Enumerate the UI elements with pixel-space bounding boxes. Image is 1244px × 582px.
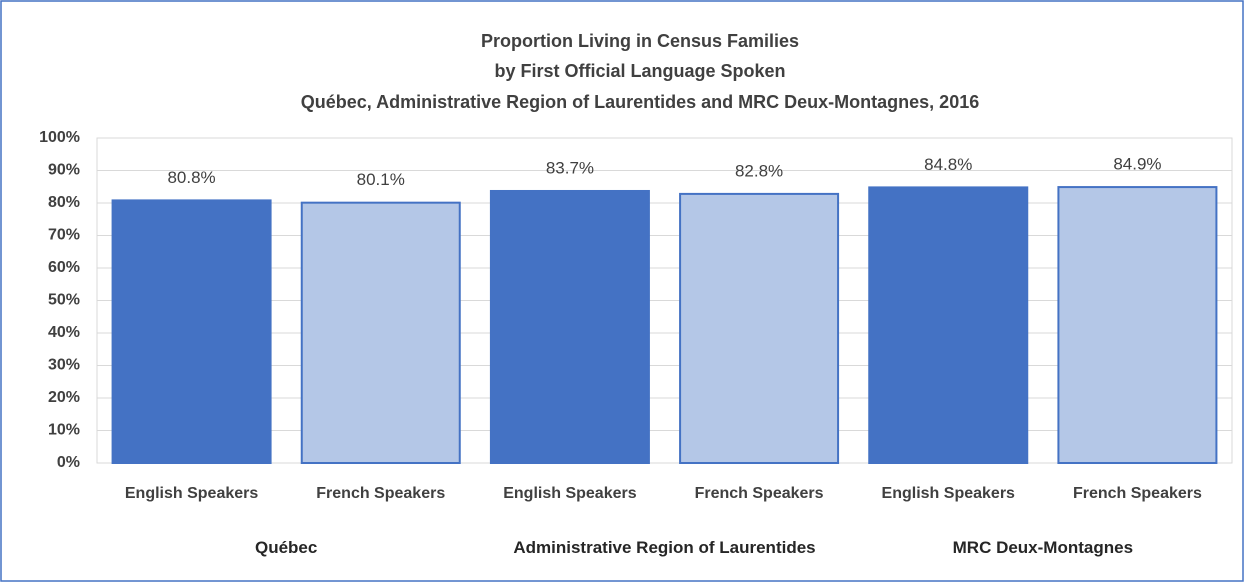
- y-tick-label: 100%: [39, 129, 80, 146]
- y-tick-label: 0%: [57, 454, 80, 471]
- y-tick-label: 90%: [48, 162, 80, 179]
- value-label: 80.8%: [167, 168, 215, 187]
- y-tick-label: 30%: [48, 357, 80, 374]
- chart-title: Québec, Administrative Region of Laurent…: [301, 92, 979, 112]
- value-label: 82.8%: [735, 161, 783, 180]
- x-tick-label: English Speakers: [503, 485, 636, 502]
- bar: [1057, 186, 1218, 464]
- x-tick-label: English Speakers: [125, 485, 258, 502]
- bar: [111, 199, 272, 464]
- x-tick-label: English Speakers: [882, 485, 1015, 502]
- bar: [300, 201, 461, 465]
- value-label: 84.9%: [1113, 155, 1161, 174]
- group-label: MRC Deux-Montagnes: [952, 538, 1134, 557]
- y-tick-label: 50%: [48, 292, 80, 309]
- value-label: 83.7%: [546, 158, 594, 177]
- y-tick-label: 40%: [48, 324, 80, 341]
- y-tick-label: 70%: [48, 227, 80, 244]
- plot-border: [96, 137, 1233, 464]
- x-tick-label: French Speakers: [1073, 485, 1202, 502]
- y-tick-label: 80%: [48, 194, 80, 211]
- value-label: 80.1%: [357, 170, 405, 189]
- group-label: Administrative Region of Laurentides: [513, 538, 816, 557]
- y-tick-label: 60%: [48, 259, 80, 276]
- y-tick-label: 10%: [48, 422, 80, 439]
- group-label: Québec: [254, 538, 318, 557]
- bar: [868, 186, 1029, 464]
- x-tick-label: French Speakers: [695, 485, 824, 502]
- x-tick-label: French Speakers: [316, 485, 445, 502]
- chart-title: by First Official Language Spoken: [494, 61, 785, 81]
- y-tick-label: 20%: [48, 389, 80, 406]
- chart-title: Proportion Living in Census Families: [481, 31, 799, 51]
- bar: [679, 192, 840, 464]
- value-label: 84.8%: [924, 155, 972, 174]
- bar: [489, 189, 650, 464]
